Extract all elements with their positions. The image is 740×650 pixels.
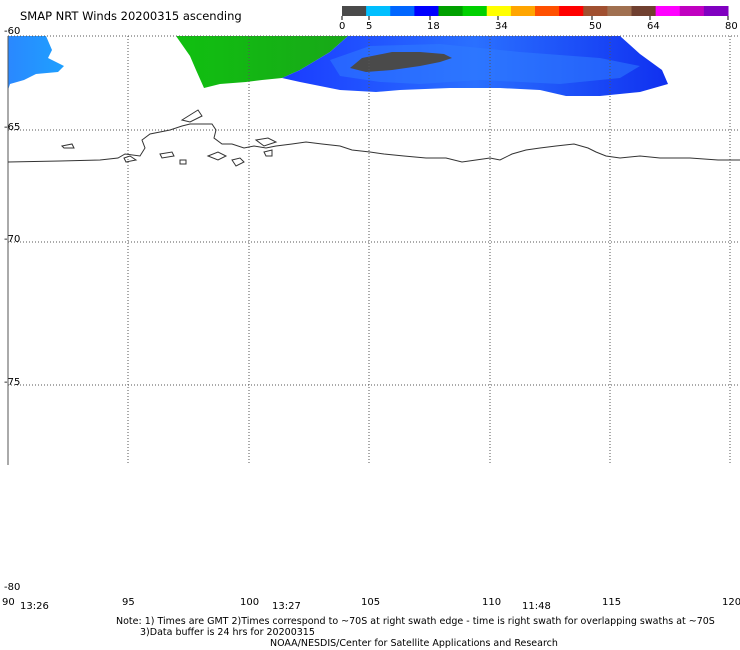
note-line-3: NOAA/NESDIS/Center for Satellite Applica… <box>270 638 558 649</box>
wind-patch-green <box>176 36 348 88</box>
colorbar-tick-label: 80 <box>725 21 738 32</box>
colorbar-tick-label: 64 <box>647 21 660 32</box>
time-label-2: 13:27 <box>272 601 301 612</box>
lat-label-80: -80 <box>4 582 20 593</box>
lon-label-90: 90 <box>2 597 15 608</box>
colorbar-tick-label: 0 <box>339 21 345 32</box>
colorbar-segment <box>438 6 464 16</box>
lon-gridlines <box>127 36 731 465</box>
lat-label-60: -60 <box>4 26 20 37</box>
lat-label-65: -65 <box>4 122 20 133</box>
map-title: SMAP NRT Winds 20200315 ascending <box>20 9 242 23</box>
colorbar-tick-label: 50 <box>589 21 602 32</box>
colorbar-segment <box>462 6 488 16</box>
colorbar-segment <box>607 6 633 16</box>
colorbar-segment <box>486 6 512 16</box>
footnotes: Note: 1) Times are GMT 2)Times correspon… <box>116 616 715 649</box>
colorbar-segment <box>414 6 440 16</box>
colorbar-tick-label: 34 <box>495 21 508 32</box>
lon-label-110: 110 <box>482 597 501 608</box>
lat-labels: -60 -65 -70 -75 -80 <box>4 26 20 593</box>
colorbar-segment <box>631 6 657 16</box>
lon-label-115: 115 <box>602 597 621 608</box>
colorbar-tick-label: 5 <box>366 21 372 32</box>
colorbar-segment <box>679 6 705 16</box>
time-label-3: 11:48 <box>522 601 551 612</box>
lat-gridlines <box>8 35 740 386</box>
colorbar-segment <box>703 6 729 16</box>
colorbar-segment <box>559 6 584 16</box>
lon-label-100: 100 <box>240 597 259 608</box>
time-label-1: 13:26 <box>20 601 49 612</box>
wind-speed-colorbar <box>342 6 729 16</box>
antarctic-coastline <box>7 109 740 167</box>
lat-label-70: -70 <box>4 234 20 245</box>
colorbar-tick-label: 18 <box>427 21 440 32</box>
swath-time-labels: 13:26 13:27 11:48 <box>20 601 551 612</box>
note-line-1: Note: 1) Times are GMT 2)Times correspon… <box>116 616 715 627</box>
wind-swath <box>8 36 668 96</box>
wind-patch-left <box>8 36 64 90</box>
colorbar-segment <box>510 6 536 16</box>
colorbar-segment <box>535 6 560 16</box>
lon-label-105: 105 <box>361 597 380 608</box>
colorbar-segment <box>390 6 415 16</box>
colorbar-segment <box>366 6 391 16</box>
lon-label-95: 95 <box>122 597 135 608</box>
lat-label-75: -75 <box>4 377 20 388</box>
colorbar-tick-labels: 0 5 18 34 50 64 80 <box>339 16 738 32</box>
wind-patch-calm <box>350 52 452 72</box>
note-line-2: 3)Data buffer is 24 hrs for 20200315 <box>140 627 315 638</box>
lon-labels: 90 95 100 105 110 115 120 <box>2 597 740 608</box>
colorbar-segment <box>655 6 681 16</box>
lon-label-120: 120 <box>722 597 740 608</box>
colorbar-segment <box>342 6 367 16</box>
colorbar-segment <box>583 6 608 16</box>
